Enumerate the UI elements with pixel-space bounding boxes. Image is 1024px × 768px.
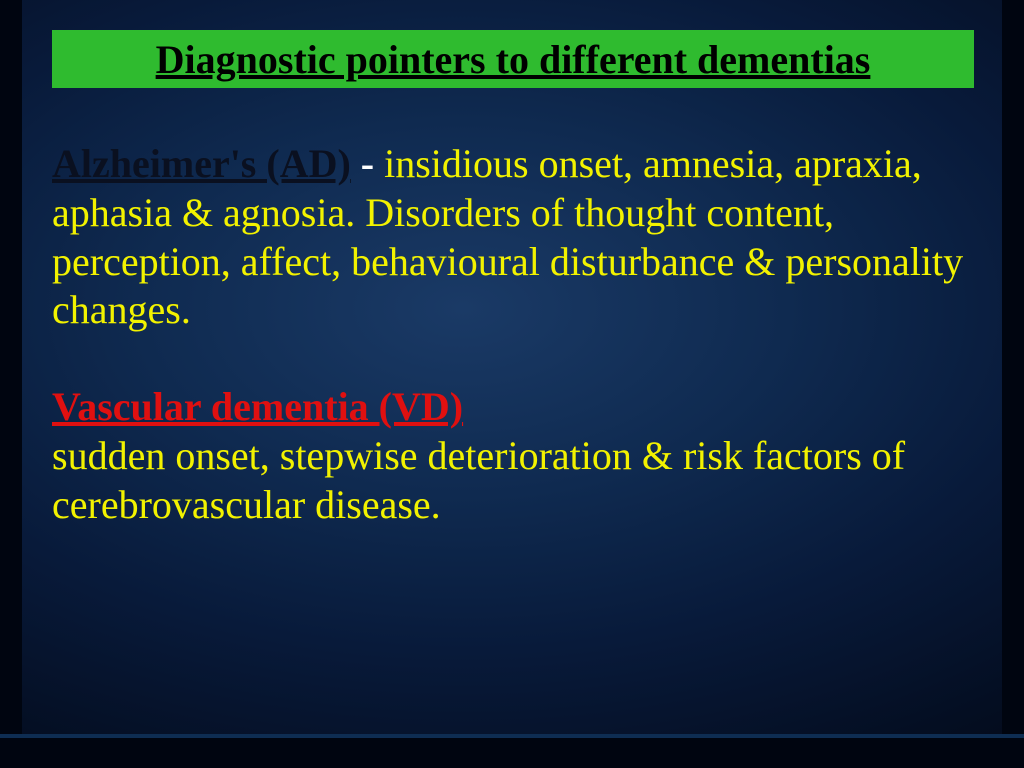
title-box: Diagnostic pointers to different dementi… (52, 30, 974, 88)
slide-body: Alzheimer's (AD) - insidious onset, amne… (52, 140, 972, 530)
footer-divider (0, 734, 1024, 738)
heading-alzheimers: Alzheimer's (AD) (52, 141, 351, 186)
separator-dash: - (351, 141, 384, 186)
slide-background: Diagnostic pointers to different dementi… (22, 0, 1002, 734)
slide-title: Diagnostic pointers to different dementi… (156, 36, 871, 83)
text-vascular: sudden onset, stepwise deterioration & r… (52, 433, 905, 527)
heading-vascular: Vascular dementia (VD) (52, 383, 463, 432)
section-alzheimers: Alzheimer's (AD) - insidious onset, amne… (52, 140, 972, 335)
section-vascular: Vascular dementia (VD) sudden onset, ste… (52, 383, 972, 529)
